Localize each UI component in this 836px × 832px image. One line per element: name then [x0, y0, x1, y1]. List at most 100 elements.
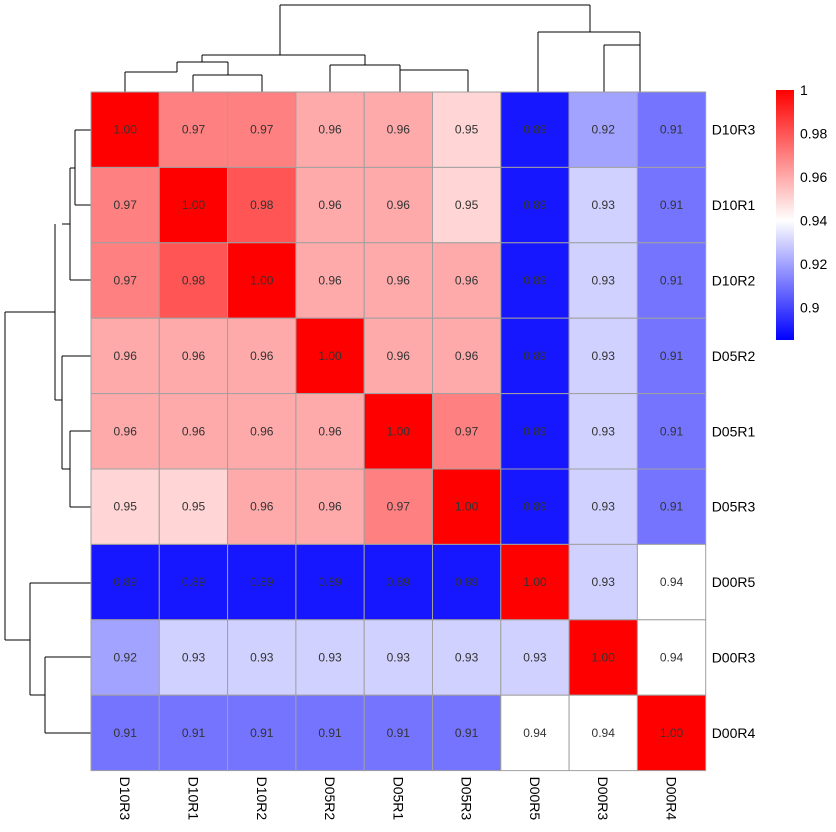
cell-value-label: 0.91	[250, 726, 274, 740]
cell-value-label: 0.96	[455, 349, 479, 363]
cell-value-label: 0.91	[387, 726, 411, 740]
cell-value-label: 0.96	[318, 424, 342, 438]
heatmap-cell	[158, 619, 229, 696]
cell-value-label: 0.91	[455, 726, 479, 740]
cell-value-label: 0.89	[455, 575, 479, 589]
cell-value-label: 1.00	[592, 651, 616, 665]
heatmap-cell	[363, 468, 434, 545]
cell-value-label: 0.89	[318, 575, 342, 589]
heatmap-cell	[363, 317, 434, 395]
heatmap-cell	[158, 543, 229, 621]
heatmap-cell	[432, 166, 502, 244]
heatmap-cell	[568, 317, 638, 395]
column-label: D00R5	[527, 777, 543, 821]
heatmap-cell	[432, 468, 502, 545]
cell-value-label: 0.93	[592, 198, 616, 212]
cell-value-label: 0.96	[318, 123, 342, 137]
column-label: D10R2	[254, 777, 270, 821]
cell-value-label: 0.89	[523, 424, 547, 438]
heatmap-cell	[90, 91, 160, 168]
heatmap-cell	[432, 317, 502, 395]
heatmap-cell	[295, 242, 365, 319]
cell-value-label: 0.97	[387, 500, 411, 514]
legend-tick-label: 0.92	[800, 256, 827, 272]
heatmap-cell	[295, 317, 365, 395]
legend-tick-label: 1	[800, 82, 808, 98]
cell-value-label: 0.98	[182, 274, 206, 288]
heatmap-cell	[568, 393, 638, 470]
legend-ticks: 1 0.98 0.96 0.94 0.92 0.9	[800, 82, 827, 315]
heatmap-cells: 1.00 0.97 0.97 0.96 0.96 0.95 0.89 0.92 0.91 0.97…	[90, 91, 707, 772]
cell-value-label: 0.96	[182, 349, 206, 363]
cell-value-label: 0.91	[660, 274, 684, 288]
heatmap-cell	[432, 619, 502, 696]
row-label: D05R1	[712, 423, 756, 439]
heatmap-cell	[158, 91, 229, 168]
cell-value-label: 0.96	[455, 274, 479, 288]
heatmap-cell	[158, 393, 229, 470]
cell-value-label: 1.00	[114, 123, 138, 137]
heatmap-cell	[363, 242, 434, 319]
heatmap-cell	[568, 242, 638, 319]
heatmap-cell	[636, 242, 707, 319]
cell-value-label: 1.00	[182, 198, 206, 212]
cell-value-label: 0.93	[592, 424, 616, 438]
cell-value-label: 0.93	[523, 651, 547, 665]
row-label: D05R3	[712, 499, 756, 515]
cell-value-label: 0.91	[114, 726, 138, 740]
cell-value-label: 0.94	[660, 575, 684, 589]
heatmap-cell	[636, 393, 707, 470]
heatmap-cell	[90, 468, 160, 545]
heatmap-cell	[636, 91, 707, 168]
cell-value-label: 0.91	[660, 424, 684, 438]
heatmap-cell	[227, 694, 297, 772]
heatmap-cell	[363, 694, 434, 772]
cell-value-label: 1.00	[250, 274, 274, 288]
heatmap-cell	[363, 166, 434, 244]
legend-tick-label: 0.9	[800, 299, 820, 315]
row-label: D10R1	[712, 197, 756, 213]
heatmap-cell	[227, 468, 297, 545]
heatmap-cell	[227, 91, 297, 168]
heatmap-cell	[227, 166, 297, 244]
cell-value-label: 0.96	[114, 424, 138, 438]
cell-value-label: 0.96	[387, 274, 411, 288]
column-label: D05R3	[459, 777, 475, 821]
color-legend: 1 0.98 0.96 0.94 0.92 0.9	[776, 82, 827, 340]
cell-value-label: 0.89	[523, 349, 547, 363]
heatmap-cell	[295, 468, 365, 545]
heatmap-cell	[500, 694, 570, 772]
row-label: D10R2	[712, 273, 756, 289]
cell-value-label: 0.96	[250, 349, 274, 363]
cell-value-label: 0.91	[660, 500, 684, 514]
cell-value-label: 0.89	[387, 575, 411, 589]
cell-value-label: 0.96	[318, 198, 342, 212]
cell-value-label: 0.91	[660, 123, 684, 137]
cell-value-label: 0.96	[250, 424, 274, 438]
cell-value-label: 0.96	[387, 349, 411, 363]
column-label: D10R3	[117, 777, 133, 821]
heatmap-cell	[568, 619, 638, 696]
row-labels: D10R3 D10R1 D10R2 D05R2 D05R1 D05R3 D00R5 D00R3…	[712, 122, 756, 741]
heatmap-cell	[158, 166, 229, 244]
cell-value-label: 0.95	[182, 500, 206, 514]
legend-color-bar	[776, 90, 794, 340]
column-label: D00R4	[664, 777, 680, 821]
heatmap-cell	[432, 393, 502, 470]
cell-value-label: 0.93	[592, 500, 616, 514]
cell-value-label: 0.92	[592, 123, 616, 137]
cell-value-label: 0.94	[592, 726, 616, 740]
cell-value-label: 0.94	[523, 726, 547, 740]
cell-value-label: 1.00	[455, 500, 479, 514]
heatmap-cell	[636, 166, 707, 244]
row-label: D00R4	[712, 725, 756, 741]
heatmap-cell	[90, 166, 160, 244]
cell-value-label: 0.96	[318, 274, 342, 288]
cell-value-label: 0.96	[182, 424, 206, 438]
heatmap-cell	[295, 91, 365, 168]
heatmap-cell	[363, 91, 434, 168]
heatmap-cell	[295, 619, 365, 696]
cell-value-label: 1.00	[660, 726, 684, 740]
cell-value-label: 0.95	[455, 198, 479, 212]
